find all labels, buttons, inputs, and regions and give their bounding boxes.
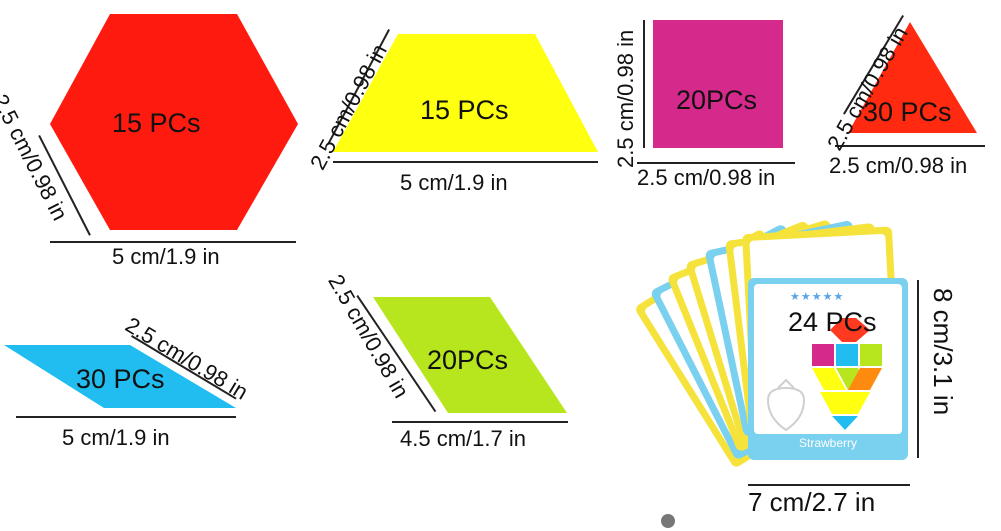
hexagon-count: 15 PCs bbox=[112, 108, 201, 138]
trapezoid-piece bbox=[333, 34, 598, 152]
hexagon-width-line bbox=[50, 241, 296, 243]
square-side-label: 2.5 cm/0.98 in bbox=[613, 29, 638, 168]
strawberry-pattern-icon bbox=[812, 318, 882, 430]
triangle-width-label: 2.5 cm/0.98 in bbox=[829, 153, 968, 178]
triangle-count: 30 PCs bbox=[863, 97, 952, 127]
square-height-line bbox=[643, 20, 645, 148]
square-piece bbox=[653, 20, 783, 148]
card-fan bbox=[636, 220, 908, 467]
cards-height-label: 8 cm/3.1 in bbox=[928, 288, 958, 416]
rhombus-width-line bbox=[392, 421, 568, 423]
cards-count: 24 PCs bbox=[788, 307, 877, 337]
hexagon-piece bbox=[50, 14, 298, 230]
hexagon-width-label: 5 cm/1.9 in bbox=[112, 244, 220, 269]
square-width-line bbox=[637, 162, 795, 164]
cards-width-line bbox=[748, 484, 910, 486]
card-title: Strawberry bbox=[798, 436, 857, 450]
rhombus-width-label: 4.5 cm/1.7 in bbox=[400, 426, 526, 451]
card-stars: ★★★★★ bbox=[790, 291, 845, 303]
cards-height-line bbox=[917, 280, 919, 458]
cards-width-label: 7 cm/2.7 in bbox=[748, 487, 876, 517]
square-width-label: 2.5 cm/0.98 in bbox=[637, 165, 776, 190]
decorative-dot bbox=[661, 514, 675, 528]
thin-rhombus-width-line bbox=[16, 416, 236, 418]
triangle-piece bbox=[848, 22, 977, 133]
rhombus-count: 20PCs bbox=[427, 345, 509, 375]
trapezoid-width-label: 5 cm/1.9 in bbox=[400, 170, 508, 195]
triangle-width-line bbox=[835, 145, 985, 147]
thin-rhombus-piece bbox=[4, 345, 236, 408]
trapezoid-count: 15 PCs bbox=[420, 95, 509, 125]
thin-rhombus-width-label: 5 cm/1.9 in bbox=[62, 425, 170, 450]
trapezoid-width-line bbox=[333, 161, 598, 163]
rhombus-piece bbox=[373, 297, 567, 413]
strawberry-outline-icon bbox=[766, 378, 806, 432]
card-title-bar bbox=[754, 434, 902, 454]
square-count: 20PCs bbox=[676, 85, 758, 115]
thin-rhombus-count: 30 PCs bbox=[76, 364, 165, 394]
